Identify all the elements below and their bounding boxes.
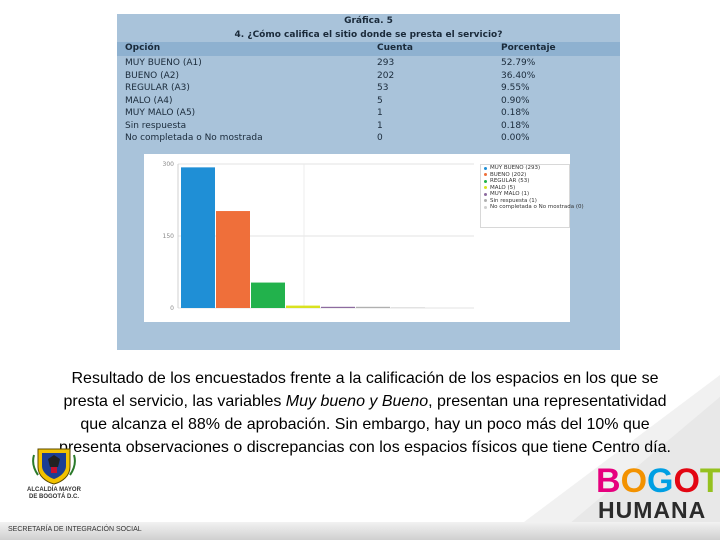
bogota-logo: BOGOTÁ — [596, 462, 720, 501]
logo-letter: O — [673, 462, 700, 500]
legend-label: BUENO (202) — [490, 171, 527, 178]
bar — [356, 306, 390, 308]
row-count: 1 — [377, 108, 383, 118]
header-count: Cuenta — [377, 43, 413, 53]
alcaldia-label: ALCALDÍA MAYOR DE BOGOTÁ D.C. — [14, 487, 94, 501]
panel-title: Gráfica. 5 — [344, 16, 393, 26]
logo-letter: O — [620, 462, 648, 500]
humana-logo: HUMANA — [598, 497, 707, 523]
y-tick-label: 0 — [170, 305, 174, 312]
legend-swatch — [484, 186, 487, 189]
row-option: MALO (A4) — [125, 95, 173, 106]
footer-text: SECRETARÍA DE INTEGRACIÓN SOCIAL — [8, 526, 142, 533]
bar — [286, 305, 320, 308]
header-percent: Porcentaje — [501, 43, 556, 53]
caption-text: Resultado de los encuestados frente a la… — [55, 367, 675, 459]
header-option: Opción — [125, 43, 161, 53]
bar-chart: 0 150 300 MUY BUENO (293) BUENO (202) REGULA… — [144, 154, 584, 322]
bar — [181, 167, 215, 308]
row-option: Sin respuesta — [125, 120, 187, 131]
row-percent: 0.90% — [501, 95, 530, 106]
legend-label: No completada o No mostrada (0) — [490, 204, 584, 210]
row-percent: 0.18% — [501, 108, 530, 118]
chart-legend: MUY BUENO (293) BUENO (202) REGULAR (53) MA… — [480, 164, 584, 228]
caption-part1: Resultado de los encuestados frente a la… — [63, 370, 659, 410]
footer-bar: SECRETARÍA DE INTEGRACIÓN SOCIAL — [0, 522, 720, 540]
row-count: 293 — [377, 58, 395, 68]
results-panel: Gráfica. 5 4. ¿Cómo califica el sitio do… — [117, 14, 620, 350]
row-percent: 36.40% — [501, 70, 536, 81]
legend-swatch — [484, 199, 487, 202]
bar — [251, 282, 285, 308]
row-count: 0 — [377, 133, 383, 143]
legend-label: Sin respuesta (1) — [490, 197, 537, 204]
legend-item: MUY BUENO (293) — [481, 165, 569, 172]
bar-chart-svg: 0 150 300 — [163, 161, 474, 312]
legend-swatch — [484, 179, 487, 183]
legend-item: MUY MALO (1) — [481, 191, 569, 198]
y-tick-label: 150 — [163, 233, 175, 240]
alcaldia-line1: ALCALDÍA MAYOR — [27, 487, 81, 493]
y-tick-label: 300 — [163, 161, 175, 168]
logo-letter: B — [596, 462, 621, 500]
legend-label: MUY MALO (1) — [490, 191, 530, 197]
bogota-crest-icon — [32, 448, 76, 485]
legend-swatch — [484, 205, 487, 209]
row-percent: 9.55% — [501, 83, 530, 93]
row-percent: 0.00% — [501, 133, 530, 143]
legend-label: MUY BUENO (293) — [490, 165, 541, 171]
row-option: No completada o No mostrada — [125, 133, 263, 143]
row-option: REGULAR (A3) — [125, 83, 190, 93]
logo-letter: T — [699, 462, 720, 500]
caption-part2: , presentan una representatividad que al… — [59, 393, 671, 456]
row-percent: 52.79% — [501, 58, 536, 68]
bar — [321, 306, 355, 308]
legend-swatch — [484, 192, 487, 196]
legend-swatch — [484, 173, 487, 176]
legend-item: No completada o No mostrada (0) — [481, 204, 584, 211]
row-count: 5 — [377, 95, 383, 106]
caption-italic: Muy bueno y Bueno — [285, 393, 429, 410]
legend-item: REGULAR (53) — [481, 178, 569, 185]
row-count: 1 — [377, 120, 383, 131]
legend-item: BUENO (202) — [481, 172, 569, 179]
question-title: 4. ¿Cómo califica el sitio donde se pres… — [234, 30, 503, 40]
legend-label: MALO (5) — [490, 184, 516, 191]
bar — [391, 307, 425, 308]
decorative-slant — [500, 375, 720, 540]
table-header: Opción Cuenta Porcentaje — [117, 42, 620, 56]
row-count: 202 — [377, 70, 395, 81]
logo-letter: G — [647, 462, 674, 500]
legend-item: MALO (5) — [481, 185, 569, 192]
alcaldia-line2: DE BOGOTÁ D.C. — [28, 494, 79, 500]
row-option: MUY BUENO (A1) — [125, 58, 202, 68]
legend-label: REGULAR (53) — [490, 178, 530, 184]
legend-swatch — [484, 166, 487, 170]
row-option: MUY MALO (A5) — [125, 108, 196, 118]
row-count: 53 — [377, 83, 389, 93]
row-option: BUENO (A2) — [125, 70, 180, 81]
bar — [216, 211, 250, 308]
legend-item: Sin respuesta (1) — [481, 198, 569, 205]
row-percent: 0.18% — [501, 120, 530, 131]
